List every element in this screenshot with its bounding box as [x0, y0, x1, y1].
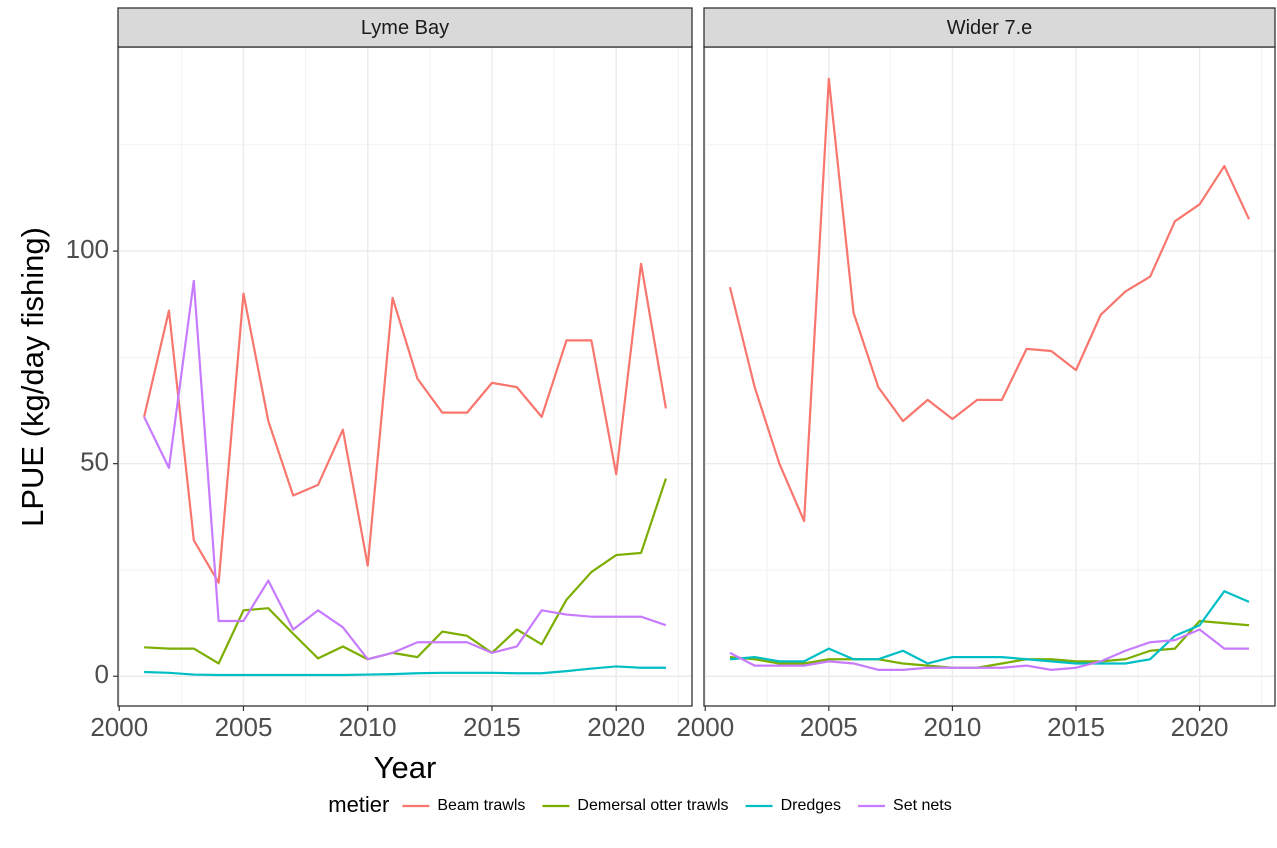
series-line: [144, 478, 667, 665]
x-tick-label: 2000: [676, 712, 734, 742]
series-line: [728, 77, 1251, 523]
x-tick-label: 2015: [463, 712, 521, 742]
legend-label: Demersal otter trawls: [577, 797, 728, 814]
facet-strip: [117, 7, 693, 48]
series-line: [729, 619, 1250, 669]
facet-title: Lyme Bay: [361, 17, 449, 39]
series-line: [729, 590, 1250, 665]
y-tick-label: 50: [80, 447, 109, 477]
series-line: [144, 665, 666, 677]
legend-label: Dredges: [781, 797, 841, 814]
x-tick-label: 2020: [587, 712, 645, 742]
plot-background: [704, 47, 1275, 706]
y-tick-label: 0: [95, 659, 109, 689]
y-axis-title: LPUE (kg/day fishing): [15, 227, 50, 527]
series-line: [143, 262, 667, 584]
y-tick-label: 100: [66, 234, 109, 264]
x-tick-label: 2005: [800, 712, 858, 742]
x-tick-label: 2000: [90, 712, 148, 742]
legend-label: Set nets: [893, 797, 952, 814]
legend: metier Beam trawls Demersal otter trawls Dr…: [328, 792, 952, 817]
facet-strip: [703, 7, 1276, 48]
x-tick-label: 2010: [339, 712, 397, 742]
x-tick-label: 2015: [1047, 712, 1105, 742]
x-tick-label: 2010: [924, 712, 982, 742]
facet-title: Wider 7.e: [947, 17, 1033, 39]
series-line: [729, 628, 1250, 671]
plot-background: [118, 47, 692, 706]
x-tick-label: 2005: [215, 712, 273, 742]
legend-title: metier: [328, 792, 389, 817]
x-axis-title: Year: [374, 750, 437, 785]
series-line: [143, 279, 667, 661]
legend-label: Beam trawls: [437, 797, 525, 814]
x-tick-label: 2020: [1171, 712, 1229, 742]
